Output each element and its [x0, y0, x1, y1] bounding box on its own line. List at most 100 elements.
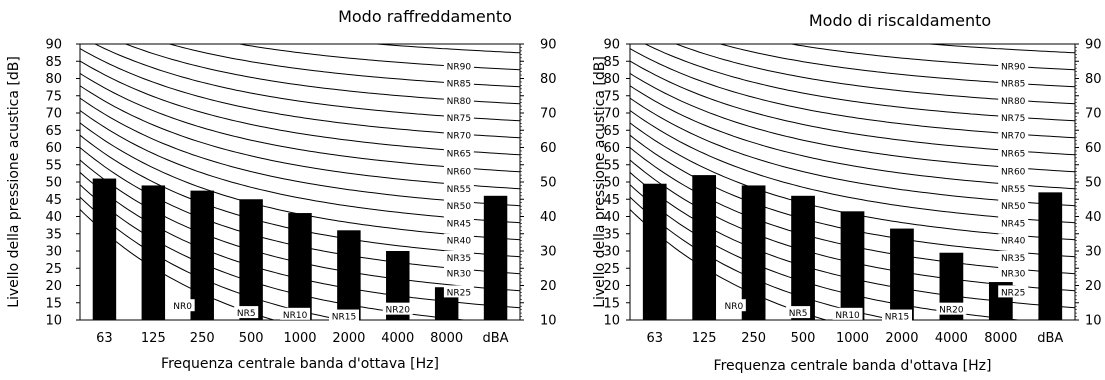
y-tick-label: 75: [603, 89, 620, 104]
nr-label-bg: [998, 111, 1029, 124]
nr-label-bg: [786, 306, 811, 319]
nr-curve-label: NR25: [447, 288, 471, 298]
nr-curve-label: NR75: [447, 114, 471, 124]
nr-curve-label: NR55: [1001, 185, 1025, 195]
nr-curve-label: NR20: [386, 306, 411, 316]
bar: [190, 190, 214, 320]
y-tick-label: 15: [603, 296, 620, 311]
chart-title: Modo raffreddamento: [338, 7, 512, 26]
x-tick-label: 63: [646, 331, 663, 346]
nr-curve-label: NR35: [1001, 254, 1025, 264]
nr-label-bg: [998, 93, 1029, 106]
y-tick-label-right: 40: [1085, 210, 1102, 225]
nr-curve-label: NR85: [447, 80, 471, 90]
nr-label-bg: [998, 266, 1029, 279]
nr-curve-label: NR10: [835, 311, 860, 321]
y-tick-label-right: 50: [540, 176, 557, 191]
bar: [1038, 192, 1063, 320]
y-tick-label-right: 10: [1085, 314, 1102, 329]
nr-curve-label: NR90: [1001, 62, 1026, 72]
bar: [840, 211, 865, 320]
x-tick-label: 500: [791, 331, 816, 346]
x-tick-label: 1000: [836, 331, 869, 346]
y-tick-label: 20: [603, 279, 620, 294]
y-axis-title: Livello della pressione acustica [dB]: [6, 56, 22, 308]
y-tick-label: 40: [45, 210, 62, 225]
y-tick-label-right: 90: [1085, 38, 1102, 53]
nr-curve-label: NR60: [1001, 168, 1026, 178]
nr-curve-label: NR10: [283, 311, 308, 321]
nr-curve-label: NR0: [173, 302, 192, 312]
y-tick-label: 25: [45, 262, 62, 277]
nr-label-bg: [443, 285, 474, 298]
nr-curve-label: NR15: [332, 313, 356, 323]
y-tick-label: 30: [45, 245, 62, 260]
nr-label-bg: [443, 233, 474, 246]
nr-label-bg: [998, 285, 1029, 298]
x-tick-label: 500: [239, 331, 264, 346]
nr-label-bg: [170, 299, 195, 312]
x-tick-label: 4000: [381, 331, 414, 346]
y-tick-label: 85: [45, 55, 62, 70]
y-tick-label-right: 60: [1085, 141, 1102, 156]
nr-label-bg: [832, 307, 863, 320]
y-tick-label: 10: [45, 314, 62, 329]
y-tick-label: 55: [603, 158, 620, 173]
nr-curve-label: NR40: [1001, 237, 1026, 247]
nr-label-bg: [234, 306, 259, 319]
nr-label-bg: [443, 93, 474, 106]
nr-curve-label: NR75: [1001, 114, 1025, 124]
y-tick-label: 10: [603, 314, 620, 329]
chart-1: Modo di riscaldamento 10 10 15 20 20 25 30 30 35 4…: [592, 11, 1102, 374]
x-tick-label: 250: [741, 331, 766, 346]
nr-curve-label: NR90: [447, 62, 472, 72]
bar: [642, 183, 667, 320]
nr-curve-label: NR15: [885, 313, 909, 323]
y-tick-label: 35: [603, 227, 620, 242]
y-tick-label: 90: [603, 38, 620, 53]
bar: [288, 213, 312, 320]
nr-curve-label: NR85: [1001, 80, 1025, 90]
y-tick-label-right: 90: [540, 38, 557, 53]
nr-label-bg: [998, 146, 1029, 159]
bar: [239, 199, 263, 320]
y-tick-label: 45: [45, 193, 62, 208]
y-tick-label: 70: [45, 107, 62, 122]
y-tick-label: 80: [603, 72, 620, 87]
y-tick-label: 75: [45, 89, 62, 104]
x-tick-label: 2000: [885, 331, 918, 346]
y-tick-label: 85: [603, 55, 620, 70]
y-tick-label: 65: [45, 124, 62, 139]
y-tick-label: 30: [603, 245, 620, 260]
nr-curve-label: NR50: [447, 202, 472, 212]
nr-label-bg: [443, 164, 474, 177]
nr-curve-label: NR25: [1001, 288, 1025, 298]
y-tick-label-right: 30: [1085, 245, 1102, 260]
nr-label-bg: [329, 309, 359, 322]
nr-label-bg: [443, 59, 474, 72]
bar: [692, 175, 717, 320]
bar: [483, 195, 508, 320]
nr-curve-label: NR0: [724, 302, 743, 312]
y-tick-label: 15: [45, 296, 62, 311]
y-tick-label: 50: [603, 176, 620, 191]
chart-0: Modo raffreddamento 10 10 15 20 20 25 30 30 35 40 4…: [6, 7, 557, 372]
y-tick-label-right: 80: [1085, 72, 1102, 87]
nr-curve-label: NR65: [447, 149, 471, 159]
y-tick-label: 70: [603, 107, 620, 122]
nr-label-bg: [721, 299, 746, 312]
nr-label-bg: [443, 128, 474, 141]
y-tick-label: 60: [603, 141, 620, 156]
y-tick-label-right: 20: [540, 279, 557, 294]
nr-curve-label: NR60: [447, 168, 472, 178]
nr-curve-label: NR80: [1001, 97, 1026, 107]
nr-label-bg: [882, 309, 912, 322]
nr-label-bg: [998, 164, 1029, 177]
nr-label-bg: [998, 233, 1029, 246]
x-tick-label: 63: [96, 331, 113, 346]
y-tick-label: 65: [603, 124, 620, 139]
x-axis-title: Frequenza centrale banda d'ottava [Hz]: [714, 358, 992, 374]
nr-curve-label: NR65: [1001, 149, 1025, 159]
x-tick-label: 125: [692, 331, 717, 346]
nr-curve-label: NR45: [447, 219, 471, 229]
